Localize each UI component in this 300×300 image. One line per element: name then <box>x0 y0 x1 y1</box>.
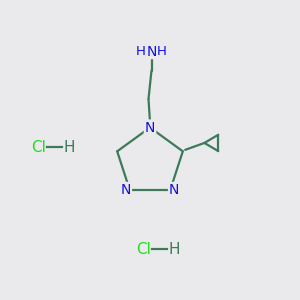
Text: N: N <box>146 45 157 58</box>
Text: N: N <box>121 183 131 197</box>
Text: H: H <box>168 242 180 256</box>
Text: Cl: Cl <box>136 242 152 256</box>
Text: H: H <box>157 45 167 58</box>
Text: H: H <box>63 140 75 154</box>
Text: N: N <box>145 121 155 134</box>
Text: H: H <box>136 45 146 58</box>
Text: N: N <box>169 183 179 197</box>
Text: Cl: Cl <box>32 140 46 154</box>
